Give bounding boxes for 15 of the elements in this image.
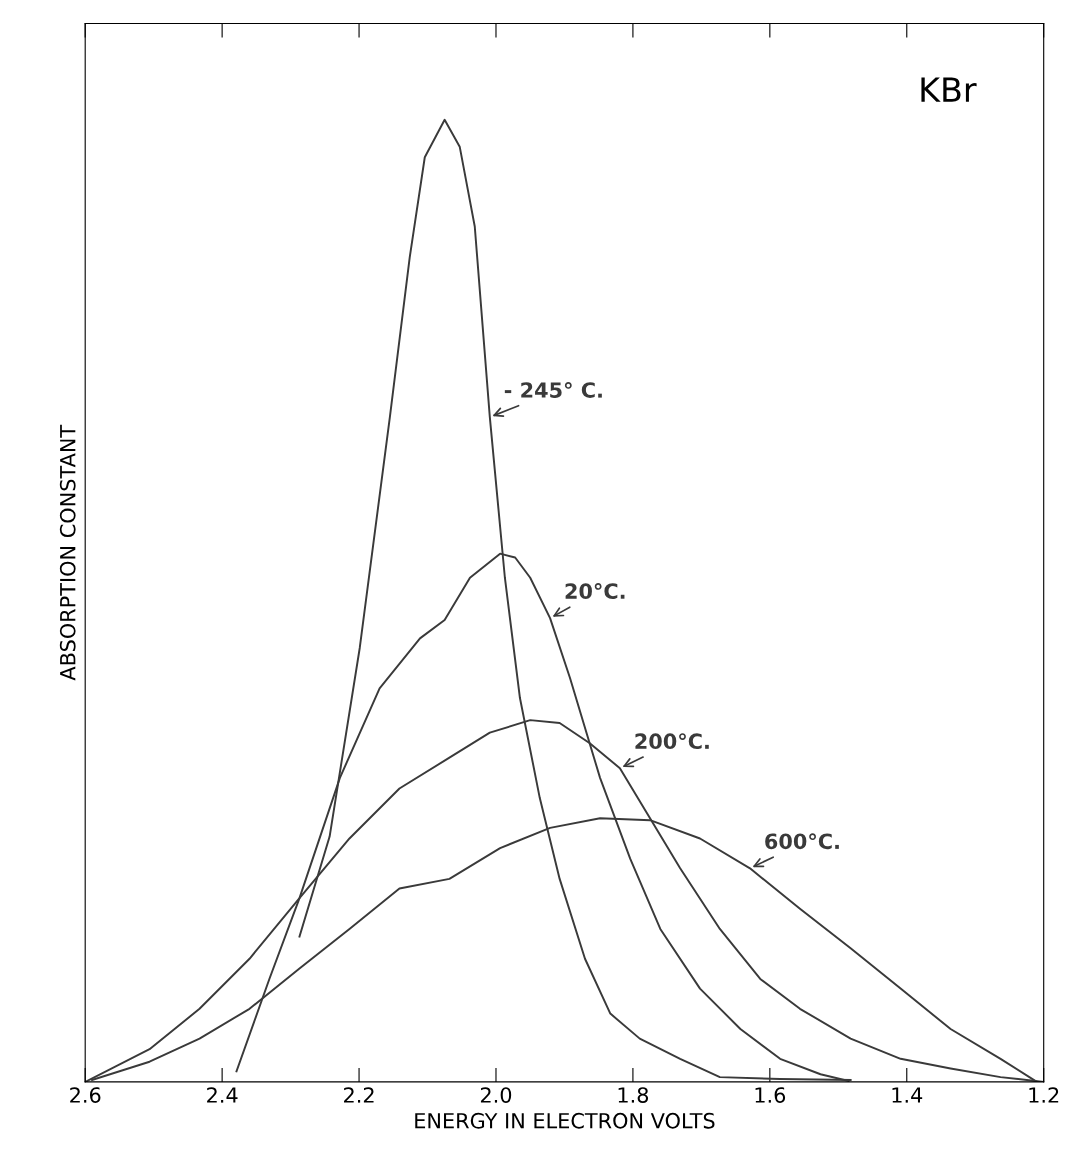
x-tick-label: 2.2 [344,1087,374,1103]
x-axis-title: ENERGY IN ELECTRON VOLTS [415,1112,715,1129]
x-tick-label: 1.2 [1029,1087,1059,1103]
series-label: 20°C. [565,583,625,599]
x-tick-label: 1.4 [892,1087,923,1103]
x-tick-label: 1.8 [618,1087,649,1103]
series-label: 200°C. [635,733,709,750]
series-label: - 245° C. [504,382,602,398]
y-axis-title: ABSORPTION CONSTANT [59,424,76,681]
x-tick-label: 2.0 [480,1087,512,1103]
series-label: 600°C. [765,833,839,850]
x-tick-label: 1.6 [755,1087,786,1103]
x-tick-label: 2.6 [70,1087,101,1103]
chart-title: KBr [921,77,977,102]
x-tick-label: 2.4 [207,1087,238,1103]
